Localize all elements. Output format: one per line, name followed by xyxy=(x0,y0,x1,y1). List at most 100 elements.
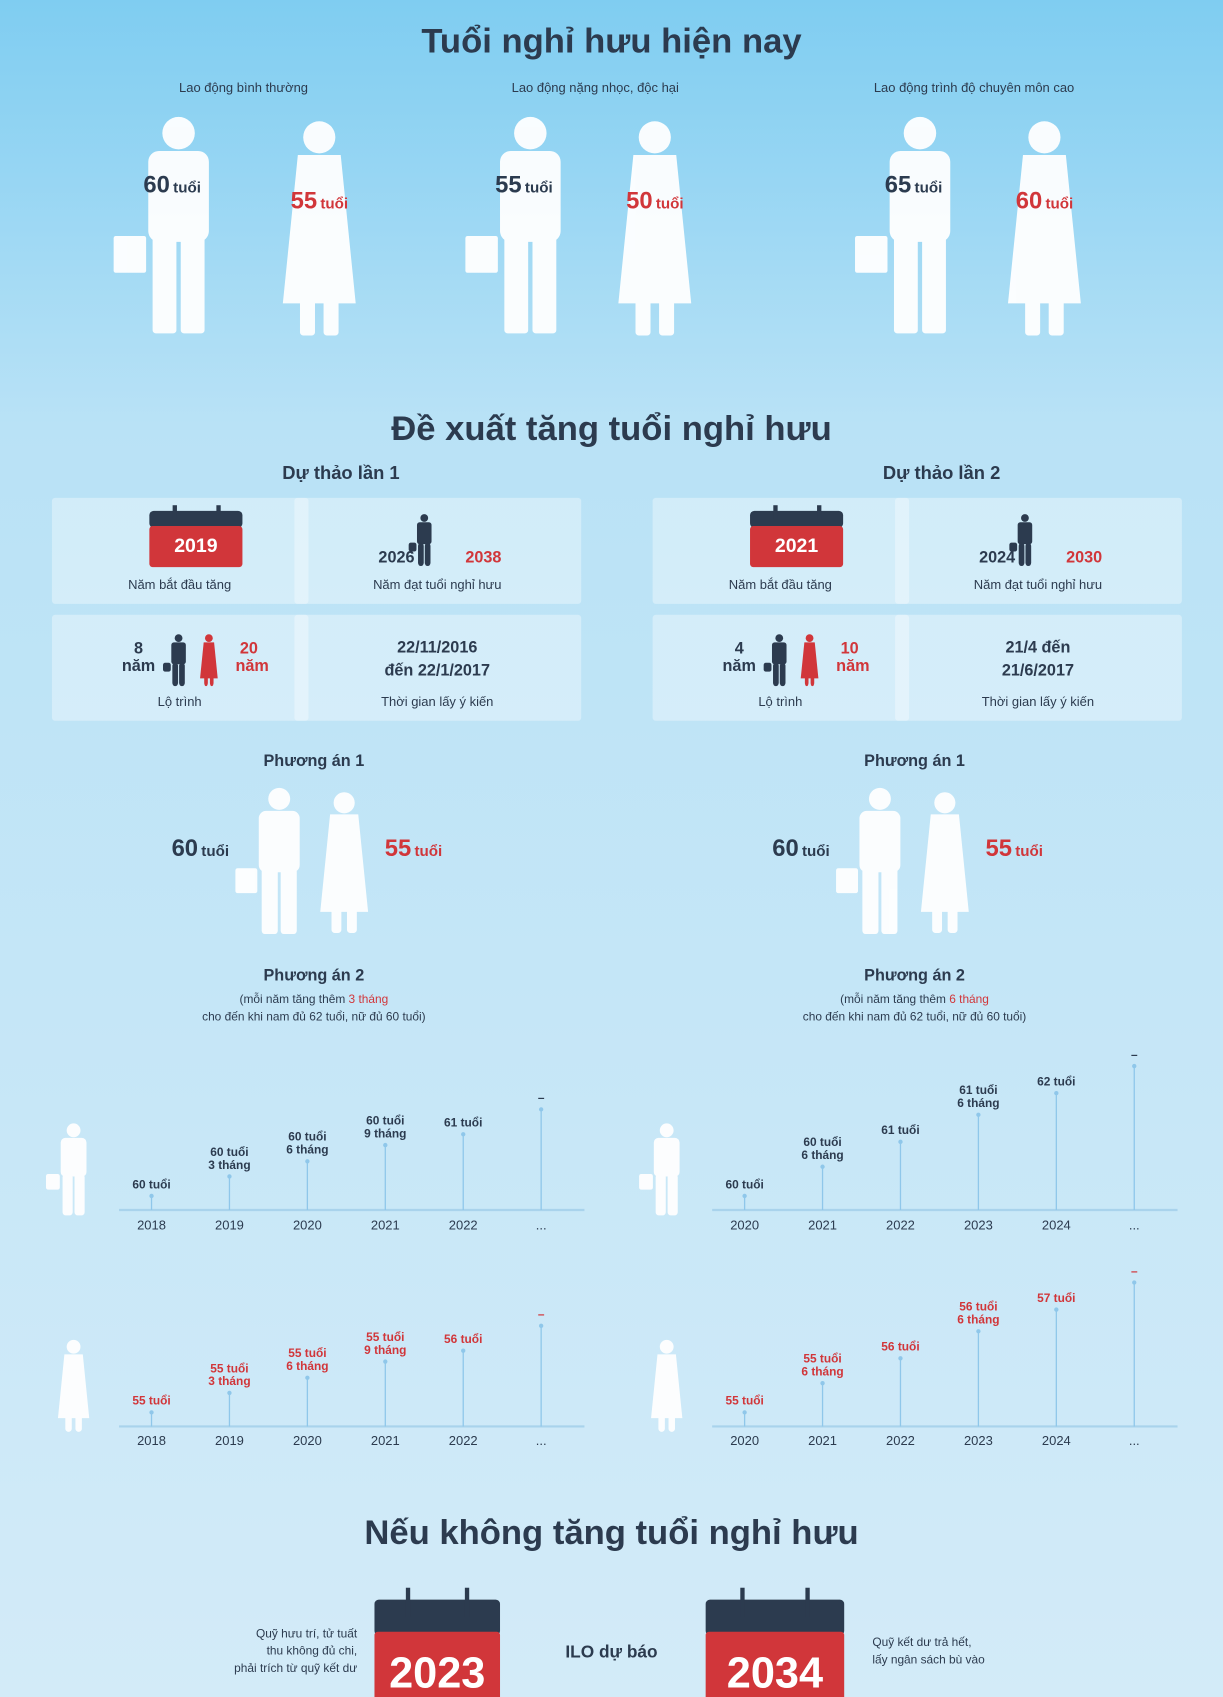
timeline-label: 55 tuổi xyxy=(132,1394,170,1408)
leg xyxy=(63,1174,73,1215)
unit: tuổi xyxy=(1015,843,1043,860)
period: 22/11/2016 xyxy=(397,639,477,657)
section-title: Đề xuất tăng tuổi nghỉ hưu xyxy=(391,410,832,448)
timeline-dot xyxy=(149,1194,153,1198)
head xyxy=(303,121,335,153)
note: lấy ngân sách bù vào xyxy=(872,1652,985,1666)
group-label: Lao động trình độ chuyên môn cao xyxy=(874,80,1074,95)
timeline-dot xyxy=(539,1107,543,1111)
timeline-year: ... xyxy=(536,1433,547,1448)
leg xyxy=(179,663,185,686)
timeline-dot xyxy=(461,1132,465,1136)
card-label: Năm bắt đầu tăng xyxy=(128,577,231,592)
leg xyxy=(181,236,205,333)
leg xyxy=(1049,293,1064,336)
unit: tuổi xyxy=(173,179,201,196)
card-label: Năm đạt tuổi nghỉ hưu xyxy=(373,577,501,592)
calendar-ring xyxy=(740,1588,744,1618)
torso xyxy=(259,811,300,872)
timeline-label: 60 tuổi xyxy=(210,1145,248,1159)
leg xyxy=(347,905,357,933)
torso xyxy=(1018,522,1033,544)
leg xyxy=(669,1413,675,1431)
period: 21/6/2017 xyxy=(1002,661,1074,679)
head xyxy=(175,634,183,642)
leg xyxy=(668,1174,678,1215)
calendar-year: 2023 xyxy=(389,1649,485,1697)
timeline-dot xyxy=(461,1349,465,1353)
note-highlight: 3 tháng xyxy=(349,992,389,1006)
timeline-dot xyxy=(1132,1280,1136,1284)
torso xyxy=(417,522,432,544)
female-age: 55 xyxy=(385,835,411,862)
leg xyxy=(894,236,918,333)
timeline-year: 2018 xyxy=(137,1218,166,1233)
male-age: 60 xyxy=(772,835,798,862)
leg xyxy=(932,905,942,933)
timeline-label: 56 tuổi xyxy=(959,1300,997,1314)
unit: tuổi xyxy=(320,196,348,213)
leg xyxy=(659,293,674,336)
head xyxy=(67,1340,81,1354)
timeline-year: 2021 xyxy=(371,1433,400,1448)
section-title: Tuổi nghỉ hưu hiện nay xyxy=(421,22,802,60)
head xyxy=(934,792,955,813)
timeline-year: 2022 xyxy=(449,1433,478,1448)
female-years: 10 xyxy=(841,640,859,658)
timeline-label: 62 tuổi xyxy=(1037,1074,1075,1088)
timeline-year: ... xyxy=(1129,1433,1140,1448)
timeline-year: 2022 xyxy=(886,1433,915,1448)
note: (mỗi năm tăng thêm 6 tháng xyxy=(840,991,989,1006)
female-age: 50 xyxy=(626,188,652,215)
female-years: 20 xyxy=(240,640,258,658)
timeline-dot xyxy=(1054,1091,1058,1095)
leg xyxy=(881,868,897,934)
timeline-label: 56 tuổi xyxy=(444,1332,482,1346)
unit: tuổi xyxy=(802,843,830,860)
head xyxy=(869,788,891,810)
leg xyxy=(1019,543,1025,566)
timeline-label: 6 tháng xyxy=(286,1143,328,1157)
timeline-label: 3 tháng xyxy=(208,1158,250,1172)
timeline-year: 2022 xyxy=(449,1218,478,1233)
note: cho đến khi nam đủ 62 tuổi, nữ đủ 60 tuổ… xyxy=(803,1010,1027,1024)
leg xyxy=(418,543,424,566)
timeline-label: 55 tuổi xyxy=(288,1346,326,1360)
torso xyxy=(772,642,787,664)
male-year: 2026 xyxy=(378,549,414,567)
leg xyxy=(811,676,815,686)
female-age: 55 xyxy=(985,835,1011,862)
group-label: Lao động bình thường xyxy=(179,80,308,95)
leg xyxy=(532,236,556,333)
head xyxy=(775,634,783,642)
leg xyxy=(210,676,214,686)
timeline-year: 2022 xyxy=(886,1218,915,1233)
timeline-year: 2020 xyxy=(293,1218,322,1233)
timeline-dot xyxy=(305,1159,309,1163)
option-name: Phương án 2 xyxy=(864,967,965,985)
leg xyxy=(780,663,786,686)
timeline-label: 60 tuổi xyxy=(803,1135,841,1149)
timeline-year: ... xyxy=(536,1218,547,1233)
calendar-top xyxy=(706,1600,845,1636)
timeline-dot xyxy=(539,1324,543,1328)
leg xyxy=(281,868,297,934)
leg xyxy=(656,1174,666,1215)
bag xyxy=(465,236,497,273)
timeline-year: 2024 xyxy=(1042,1218,1071,1233)
leg xyxy=(1025,543,1031,566)
calendar-top xyxy=(374,1600,500,1636)
leg xyxy=(922,236,946,333)
bag xyxy=(46,1174,60,1190)
card-label: Năm bắt đầu tăng xyxy=(729,577,832,592)
head xyxy=(268,788,290,810)
male-age: 65 xyxy=(885,171,911,198)
unit: tuổi xyxy=(201,843,229,860)
unit: năm xyxy=(723,657,756,675)
leg xyxy=(153,236,177,333)
note-text: (mỗi năm tăng thêm xyxy=(239,991,348,1006)
head xyxy=(420,514,428,522)
period: 21/4 đến xyxy=(1005,639,1070,657)
head xyxy=(334,792,355,813)
calendar-year: 2019 xyxy=(174,535,217,557)
